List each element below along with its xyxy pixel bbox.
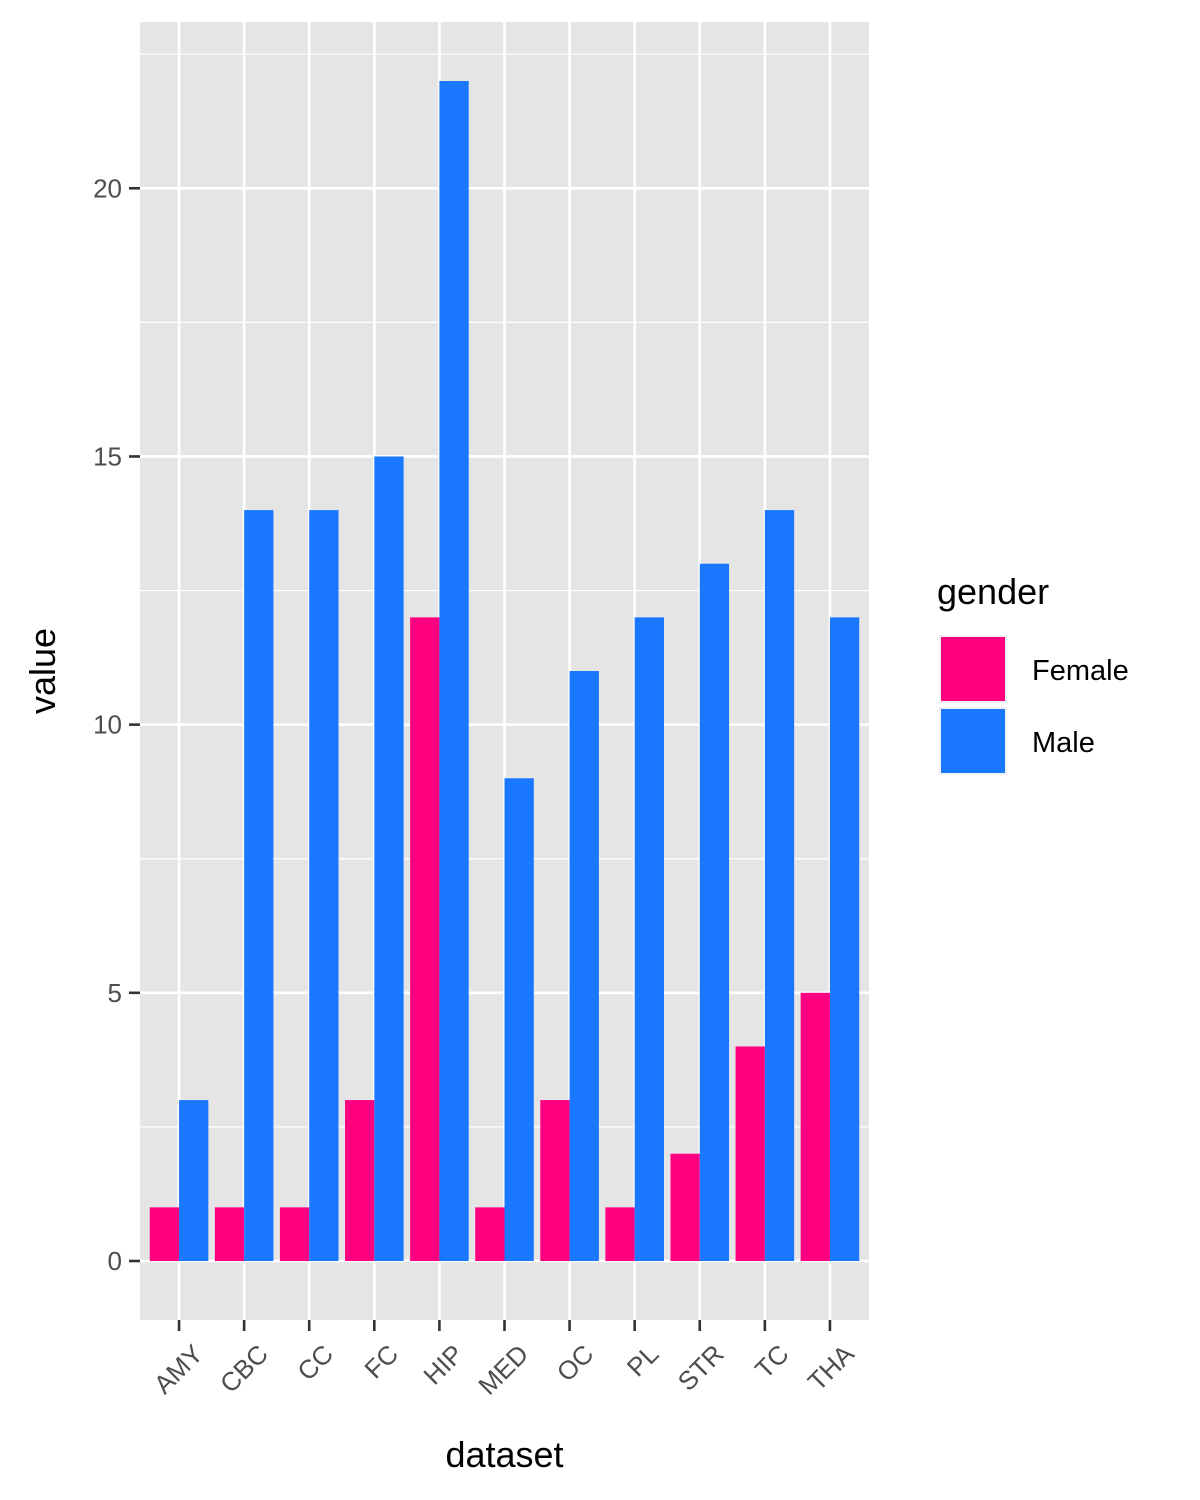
x-tick-label: FC bbox=[358, 1339, 404, 1385]
legend: gender Female Male bbox=[937, 571, 1129, 775]
y-axis-title: value bbox=[22, 628, 63, 714]
bar-female-med bbox=[475, 1207, 505, 1261]
bar-female-cbc bbox=[214, 1207, 245, 1261]
bar-female-hip bbox=[410, 617, 440, 1261]
bar-female-tha bbox=[800, 992, 830, 1261]
bar-female-oc bbox=[540, 1100, 570, 1261]
x-axis-title: dataset bbox=[445, 1434, 563, 1475]
bar-male-hip bbox=[439, 81, 469, 1261]
bar-male-str bbox=[699, 563, 730, 1261]
legend-key-female bbox=[941, 637, 1005, 701]
bar-male-tha bbox=[829, 617, 860, 1261]
x-tick-label: CC bbox=[291, 1339, 339, 1387]
bar-female-tc bbox=[735, 1046, 765, 1261]
bar-female-str bbox=[670, 1153, 700, 1261]
bar-female-fc bbox=[345, 1100, 375, 1261]
bar-male-cc bbox=[309, 510, 339, 1261]
y-tick-label: 20 bbox=[93, 173, 122, 203]
bar-female-amy bbox=[149, 1207, 180, 1261]
bar-male-pl bbox=[634, 617, 664, 1261]
bar-male-tc bbox=[764, 510, 795, 1261]
bar-female-pl bbox=[605, 1207, 635, 1261]
x-tick-label: HIP bbox=[417, 1339, 469, 1391]
legend-title: gender bbox=[937, 571, 1049, 612]
x-tick-label: OC bbox=[551, 1339, 600, 1388]
bar-male-med bbox=[504, 778, 534, 1261]
bar-female-cc bbox=[279, 1207, 310, 1261]
y-tick-label: 5 bbox=[108, 978, 122, 1008]
x-tick-label: STR bbox=[672, 1339, 730, 1397]
y-axis: 0 5 10 15 20 bbox=[93, 173, 140, 1276]
x-axis: AMY CBC CC FC HIP MED OC PL STR TC THA bbox=[148, 1320, 860, 1401]
bar-male-amy bbox=[179, 1100, 209, 1261]
x-tick-label: CBC bbox=[214, 1339, 274, 1399]
x-tick-label: PL bbox=[621, 1339, 665, 1383]
y-tick-label: 0 bbox=[108, 1246, 122, 1276]
x-tick-label: TC bbox=[749, 1339, 795, 1385]
x-tick-label: MED bbox=[472, 1339, 534, 1401]
y-tick-label: 10 bbox=[93, 710, 122, 740]
legend-label-male: Male bbox=[1032, 727, 1095, 759]
x-tick-label: AMY bbox=[148, 1339, 209, 1400]
y-tick-label: 15 bbox=[93, 441, 122, 471]
legend-key-male bbox=[941, 709, 1005, 773]
legend-label-female: Female bbox=[1032, 655, 1129, 687]
bar-male-fc bbox=[374, 456, 404, 1261]
x-tick-label: THA bbox=[802, 1338, 860, 1396]
bar-male-oc bbox=[569, 671, 599, 1261]
bar-male-cbc bbox=[244, 510, 274, 1261]
bars bbox=[149, 81, 860, 1261]
